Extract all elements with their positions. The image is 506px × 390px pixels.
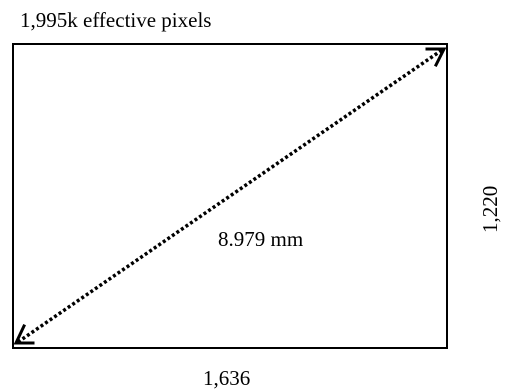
sensor-rectangle [12,43,448,349]
diagonal-dotted-line [17,48,443,344]
diagonal-length-label: 8.979 mm [218,227,303,251]
arrowhead-bottom-left-icon [13,324,35,345]
height-pixels-label: 1,220 [478,186,502,233]
effective-pixels-label: 1,995k effective pixels [20,8,211,32]
width-pixels-label: 1,636 [203,366,250,390]
arrowhead-top-right-icon [425,47,447,68]
